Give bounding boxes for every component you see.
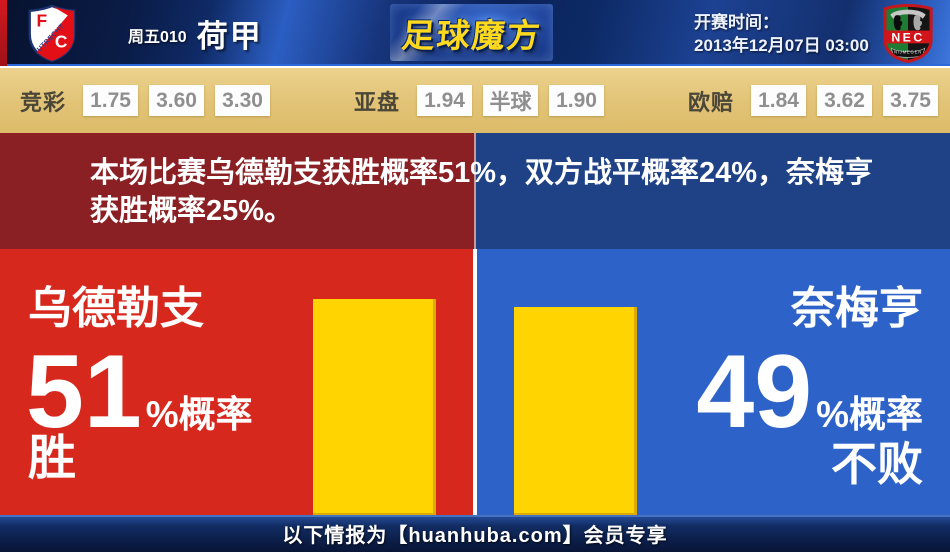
home-team-name: 乌德勒支 bbox=[28, 284, 204, 333]
odds-value-box: 3.60 bbox=[149, 85, 205, 116]
away-outcome-label: 不败 bbox=[831, 438, 923, 490]
center-divider bbox=[473, 249, 477, 515]
odds-value-box: 1.84 bbox=[751, 85, 807, 116]
analysis-away-background bbox=[475, 133, 950, 249]
summary-text: 本场比赛乌德勒支获胜概率51%，双方战平概率24%，奈梅亨获胜概率25%。 bbox=[90, 157, 874, 227]
odds-group-jingcai: 竞彩 1.75 3.60 3.30 bbox=[20, 68, 271, 133]
analysis-home-background bbox=[0, 133, 475, 249]
footer-text: 以下情报为【huanhuba.com】会员专享 bbox=[282, 525, 668, 547]
analysis-divider bbox=[474, 133, 476, 249]
nec-crest-icon: NEC NIJMEGEN bbox=[883, 3, 933, 64]
away-percent-suffix: %概率 bbox=[816, 394, 923, 435]
brand-logo: 足球魔方 bbox=[390, 4, 553, 61]
home-win-percent: 51 bbox=[26, 334, 142, 450]
away-percent-row: 49 %概率 bbox=[696, 337, 923, 447]
utrecht-letter-c: C bbox=[55, 32, 68, 52]
nec-city-text: NIJMEGEN bbox=[894, 50, 922, 55]
odds-value-box: 3.62 bbox=[817, 85, 873, 116]
league-label: 荷甲 bbox=[196, 18, 263, 54]
yapan-label: 亚盘 bbox=[354, 89, 401, 115]
utrecht-letter-f: F bbox=[37, 10, 48, 30]
odds-value-box: 3.75 bbox=[883, 85, 939, 116]
probability-bar-away bbox=[514, 307, 637, 515]
prediction-area: 乌德勒支 51 %概率 胜 奈梅亨 49 %概率 不败 bbox=[0, 249, 950, 515]
odds-value-box: 1.94 bbox=[417, 85, 473, 116]
odds-bar: 竞彩 1.75 3.60 3.30 亚盘 1.94 半球 1.90 欧赔 1.8… bbox=[0, 68, 950, 133]
match-header: UTRECHT F C 周五010 荷甲 足球魔方 开赛时间： 2013年12月… bbox=[0, 0, 950, 66]
jingcai-label: 竞彩 bbox=[20, 89, 67, 115]
away-team-name: 奈梅亨 bbox=[791, 284, 923, 333]
oupei-label: 欧赔 bbox=[688, 89, 735, 115]
kickoff-label: 开赛时间： bbox=[694, 13, 779, 32]
odds-value-box: 3.30 bbox=[215, 85, 271, 116]
odds-value-box: 1.75 bbox=[83, 85, 139, 116]
match-code-label: 周五010 bbox=[128, 28, 187, 46]
utrecht-crest-icon: UTRECHT F C bbox=[28, 4, 76, 63]
brand-logo-text: 足球魔方 bbox=[399, 16, 543, 54]
kickoff-time: 2013年12月07日 03:00 bbox=[694, 36, 869, 55]
home-outcome-label: 胜 bbox=[28, 432, 77, 485]
footer-bar: 以下情报为【huanhuba.com】会员专享 bbox=[0, 515, 950, 552]
kickoff-time-block: 开赛时间： 2013年12月07日 03:00 bbox=[694, 11, 869, 57]
left-accent-stripe bbox=[0, 0, 7, 66]
away-win-percent: 49 bbox=[696, 334, 813, 450]
probability-bar-home bbox=[313, 299, 436, 515]
nec-name-text: NEC bbox=[891, 30, 924, 44]
analysis-band: 本场比赛乌德勒支获胜概率51%，双方战平概率24%，奈梅亨获胜概率25%。 bbox=[0, 133, 950, 249]
match-meta: 周五010 荷甲 bbox=[128, 0, 263, 66]
home-percent-row: 51 %概率 bbox=[26, 337, 253, 447]
odds-value-box: 半球 bbox=[483, 85, 539, 116]
odds-group-yapan: 亚盘 1.94 半球 1.90 bbox=[354, 68, 605, 133]
odds-value-box: 1.90 bbox=[549, 85, 605, 116]
odds-group-oupei: 欧赔 1.84 3.62 3.75 bbox=[688, 68, 939, 133]
home-percent-suffix: %概率 bbox=[145, 394, 253, 435]
